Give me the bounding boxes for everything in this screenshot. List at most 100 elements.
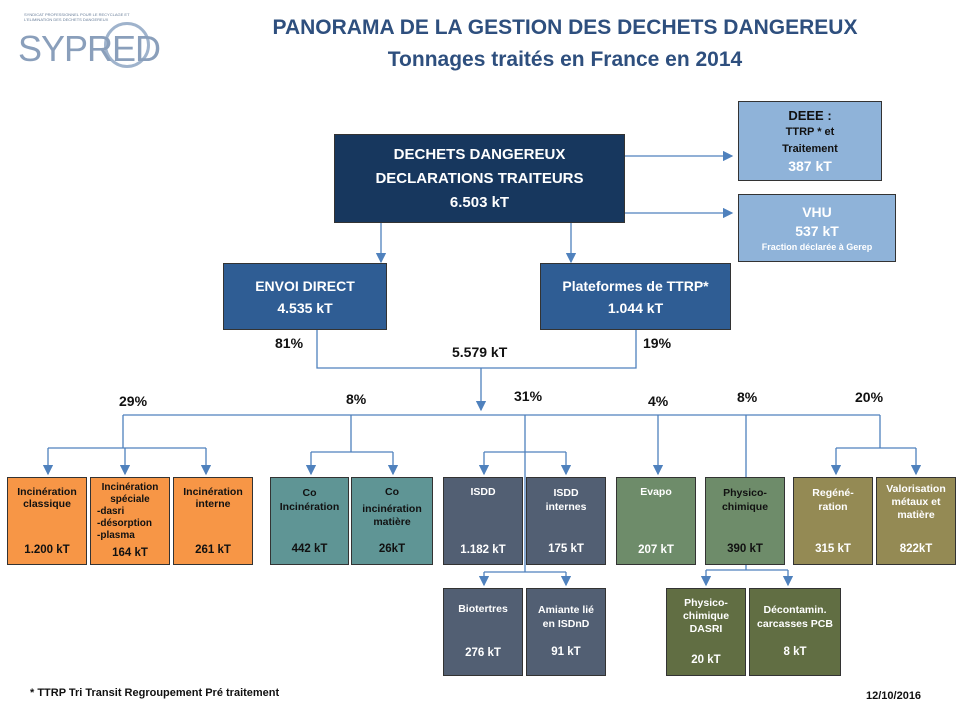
deee-line3: Traitement [782, 143, 838, 155]
leaf-label: Physico- [684, 597, 728, 609]
branch-pct-evapo: 4% [648, 393, 669, 409]
plateformes-box: Plateformes de TTRP* 1.044 kT [540, 263, 731, 330]
vhu-line1: VHU [802, 204, 832, 220]
subleaf-decontamination-pcb: Décontamin. carcasses PCB 8 kT [749, 588, 841, 676]
leaf-label: Incinération [279, 501, 340, 513]
page-title: PANORAMA DE LA GESTION DES DECHETS DANGE… [272, 16, 858, 39]
logo-subtitle: SYNDICAT PROFESSIONNEL POUR LE RECYCLAGE… [24, 12, 130, 22]
leaf-label: ISDD [470, 486, 496, 498]
leaf-value: 261 kT [195, 544, 231, 556]
envoi-direct-value: 4.535 kT [277, 299, 333, 316]
leaf-co-incineration: Co Incinération 442 kT [270, 477, 349, 565]
leaf-label: matière [373, 516, 411, 528]
leaf-value: 26kT [378, 543, 406, 555]
leaf-value: 1.200 kT [24, 544, 70, 556]
leaf-label: en ISDnD [542, 618, 590, 630]
main-box-line2: DECLARATIONS TRAITEURS [375, 169, 584, 187]
leaf-label: chimique [682, 610, 730, 622]
leaf-label: Valorisation [886, 483, 946, 495]
subleaf-biotertres: Biotertres 276 kT [443, 588, 523, 676]
leaf-label: classique [23, 498, 71, 510]
subleaf-amiante: Amiante lié en ISDnD 91 kT [526, 588, 606, 676]
leaf-label: internes [545, 501, 587, 513]
leaf-isdd-internes: ISDD internes 175 kT [526, 477, 606, 565]
leaf-value: 276 kT [465, 647, 501, 659]
leaf-label: Décontamin. [763, 604, 827, 616]
logo: SYNDICAT PROFESSIONNEL POUR LE RECYCLAGE… [12, 12, 162, 72]
envoi-direct-pct: 81% [275, 335, 304, 351]
plateformes-pct: 19% [643, 335, 672, 351]
date: 12/10/2016 [866, 690, 922, 702]
leaf-label: spéciale [110, 494, 150, 505]
vhu-value: 537 kT [795, 223, 839, 239]
leaf-evapo: Evapo 207 kT [616, 477, 696, 565]
leaf-physico-chimique: Physico- chimique 390 kT [705, 477, 785, 565]
main-box-value: 6.503 kT [449, 193, 510, 211]
leaf-label: Biotertres [458, 603, 508, 615]
leaf-value: 175 kT [548, 543, 584, 555]
subleaf-physico-dasri: Physico- chimique DASRI 20 kT [666, 588, 746, 676]
leaf-label: -désorption [97, 518, 152, 529]
leaf-co-incineration-matiere: Co incinération matière 26kT [351, 477, 433, 565]
logo-circle [104, 22, 150, 68]
branch-pct-physico: 8% [737, 389, 758, 405]
leaf-label: Incinération [183, 486, 243, 498]
leaf-label: Regéné- [812, 487, 854, 499]
leaf-label: interne [195, 498, 231, 510]
branch-pct-isdd: 31% [514, 388, 543, 404]
leaf-label: matière [897, 509, 935, 521]
leaf-isdd: ISDD 1.182 kT [443, 477, 523, 565]
leaf-label: carcasses PCB [757, 618, 833, 630]
branch-pct-valorisation: 20% [855, 389, 884, 405]
leaf-value: 91 kT [551, 646, 581, 658]
deee-line1: DEEE : [788, 108, 832, 123]
leaf-label: Co [302, 487, 317, 499]
page-subtitle: Tonnages traités en France en 2014 [387, 48, 743, 71]
leaf-value: 207 kT [638, 544, 674, 556]
leaf-value: 164 kT [112, 547, 148, 559]
deee-line2: TTRP * et [785, 126, 835, 138]
branch-pct-incineration: 29% [119, 393, 148, 409]
vhu-note: Fraction déclarée à Gerep [761, 242, 873, 252]
leaf-label: ration [818, 501, 848, 513]
plateformes-value: 1.044 kT [607, 299, 664, 316]
leaf-value: 442 kT [291, 543, 328, 555]
merge-total: 5.579 kT [452, 344, 508, 360]
leaf-label: chimique [721, 501, 769, 513]
leaf-value: 390 kT [727, 543, 763, 555]
leaf-incineration-classique: Incinération classique 1.200 kT [7, 477, 87, 565]
main-box: DECHETS DANGEREUX DECLARATIONS TRAITEURS… [334, 134, 625, 223]
leaf-incineration-speciale: Incinération spéciale -dasri -désorption… [90, 477, 170, 565]
leaf-label: Co [385, 486, 399, 498]
leaf-value: 822kT [899, 543, 933, 555]
plateformes-label: Plateformes de TTRP* [562, 277, 709, 294]
leaf-label: métaux et [891, 496, 941, 508]
logo-text: SYPRED [18, 28, 161, 69]
leaf-label: Physico- [723, 487, 767, 499]
vhu-box: VHU 537 kT Fraction déclarée à Gerep [738, 194, 896, 262]
leaf-label: Incinération [17, 486, 77, 498]
leaf-regeneration: Regéné- ration 315 kT [793, 477, 873, 565]
envoi-direct-box: ENVOI DIRECT 4.535 kT [223, 263, 387, 330]
leaf-label: DASRI [689, 623, 723, 635]
leaf-incineration-interne: Incinération interne 261 kT [173, 477, 253, 565]
main-box-line1: DECHETS DANGEREUX [393, 145, 566, 163]
leaf-label: ISDD [553, 487, 579, 499]
leaf-label: Evapo [640, 486, 672, 498]
leaf-value: 1.182 kT [460, 544, 506, 556]
leaf-label: -dasri [97, 506, 125, 517]
leaf-label: incinération [362, 503, 422, 515]
deee-value: 387 kT [788, 158, 832, 174]
envoi-direct-label: ENVOI DIRECT [255, 277, 355, 294]
leaf-label: -plasma [97, 530, 135, 541]
branch-pct-coincineration: 8% [346, 391, 367, 407]
leaf-value: 315 kT [815, 543, 851, 555]
leaf-value: 20 kT [691, 654, 721, 666]
footnote: * TTRP Tri Transit Regroupement Pré trai… [30, 687, 280, 699]
deee-box: DEEE : TTRP * et Traitement 387 kT [738, 101, 882, 181]
leaf-label: Amiante lié [537, 604, 595, 616]
leaf-value: 8 kT [783, 646, 807, 658]
leaf-label: Incinération [101, 482, 159, 493]
leaf-valorisation: Valorisation métaux et matière 822kT [876, 477, 956, 565]
